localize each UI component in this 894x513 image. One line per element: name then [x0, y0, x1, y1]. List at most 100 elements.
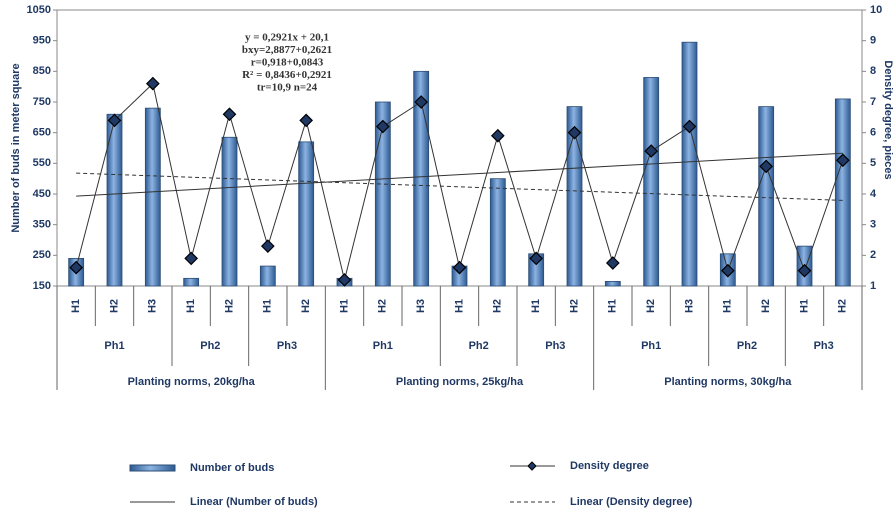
y-tick-label: 650: [33, 127, 51, 139]
subgroup-label: Ph1: [104, 340, 124, 352]
marker: [720, 263, 735, 278]
x-tick-label: H1: [338, 299, 350, 313]
legend-label: Number of buds: [190, 462, 274, 474]
marker: [490, 128, 505, 143]
x-tick-label: H3: [147, 299, 159, 313]
x-tick-label: H2: [377, 299, 389, 313]
y2-axis-label: Density degree, pieces: [882, 60, 894, 179]
marker: [835, 153, 850, 168]
marker: [567, 125, 582, 140]
marker: [260, 239, 275, 253]
x-tick-label: H1: [530, 299, 542, 313]
y2-tick-label: 2: [870, 249, 876, 261]
y2-tick-label: 7: [870, 96, 876, 108]
bar: [374, 101, 391, 287]
x-tick-label: H1: [607, 299, 619, 313]
marker: [145, 76, 160, 91]
bar: [183, 277, 200, 287]
marker: [644, 144, 659, 158]
annotation: R² = 0,8436+0,2921: [242, 69, 332, 81]
y2-tick-label: 10: [870, 4, 882, 16]
x-tick-label: H2: [300, 299, 312, 313]
bar: [489, 178, 506, 287]
y-tick-label: 750: [33, 96, 51, 108]
x-tick-label: H3: [415, 299, 427, 313]
group-label: Planting norms, 30kg/ha: [664, 376, 792, 388]
trend-line: [76, 152, 843, 197]
y2-tick-label: 8: [870, 65, 876, 77]
x-tick-label: H1: [798, 299, 810, 313]
group-label: Planting norms, 25kg/ha: [396, 376, 524, 388]
bar: [413, 70, 430, 287]
subgroup-label: Ph1: [641, 340, 661, 352]
x-tick-label: H1: [70, 299, 82, 313]
x-tick-label: H2: [837, 299, 849, 313]
marker: [759, 159, 774, 174]
y2-tick-label: 9: [870, 35, 876, 47]
bar: [566, 106, 583, 287]
y2-tick-label: 5: [870, 157, 876, 169]
y-tick-label: 850: [33, 65, 51, 77]
bar: [681, 41, 698, 287]
marker: [452, 260, 467, 275]
y2-tick-label: 3: [870, 219, 876, 231]
group-label: Planting norms, 20kg/ha: [128, 376, 256, 388]
x-tick-label: H1: [453, 299, 465, 313]
y-tick-label: 250: [33, 249, 51, 261]
marker: [375, 119, 390, 134]
x-tick-label: H2: [492, 299, 504, 313]
annotation: bxy=2,8877+0,2621: [242, 44, 332, 56]
x-tick-label: H1: [185, 299, 197, 313]
bar: [221, 136, 238, 287]
legend-swatch: [129, 464, 176, 472]
marker: [605, 256, 620, 270]
marker: [69, 260, 84, 275]
trend-line: [76, 172, 843, 201]
marker: [222, 107, 237, 122]
marker: [797, 263, 812, 278]
marker: [682, 119, 697, 134]
y-tick-label: 1050: [27, 4, 51, 16]
x-tick-label: H2: [645, 299, 657, 313]
x-tick-label: H1: [262, 299, 274, 313]
bar: [758, 106, 775, 287]
y2-tick-label: 4: [870, 188, 877, 200]
annotation: r=0,918+0,0843: [251, 57, 324, 69]
subgroup-label: Ph2: [200, 340, 220, 352]
legend-marker: [527, 461, 537, 471]
legend-label: Linear (Number of buds): [190, 496, 318, 508]
bar: [144, 107, 161, 287]
x-tick-label: H2: [223, 299, 235, 313]
subgroup-label: Ph1: [373, 340, 393, 352]
legend-label: Linear (Density degree): [570, 496, 693, 508]
marker: [299, 113, 314, 128]
bar: [259, 265, 276, 287]
legend-label: Density degree: [570, 460, 649, 472]
y2-tick-label: 6: [870, 127, 876, 139]
x-tick-label: H2: [760, 299, 772, 313]
marker: [184, 251, 199, 266]
x-tick-label: H1: [722, 299, 734, 313]
subgroup-label: Ph2: [737, 340, 757, 352]
marker: [529, 251, 544, 266]
subgroup-label: Ph3: [545, 340, 565, 352]
y-tick-label: 550: [33, 157, 51, 169]
marker: [337, 273, 352, 287]
marker: [107, 113, 122, 128]
annotation: y = 0,2921x + 20,1: [245, 32, 329, 44]
x-tick-label: H3: [683, 299, 695, 313]
bar: [604, 280, 621, 287]
y-tick-label: 150: [33, 280, 51, 292]
y-tick-label: 350: [33, 219, 51, 231]
subgroup-label: Ph2: [469, 340, 489, 352]
subgroup-label: Ph3: [277, 340, 297, 352]
y-tick-label: 450: [33, 188, 51, 200]
bar: [643, 77, 660, 287]
line: [75, 82, 844, 280]
marker: [414, 95, 429, 109]
plot-frame: [56, 9, 863, 287]
y-axis-label: Number of buds in meter square: [10, 63, 22, 232]
y2-tick-label: 1: [870, 280, 876, 292]
bar: [298, 141, 315, 287]
